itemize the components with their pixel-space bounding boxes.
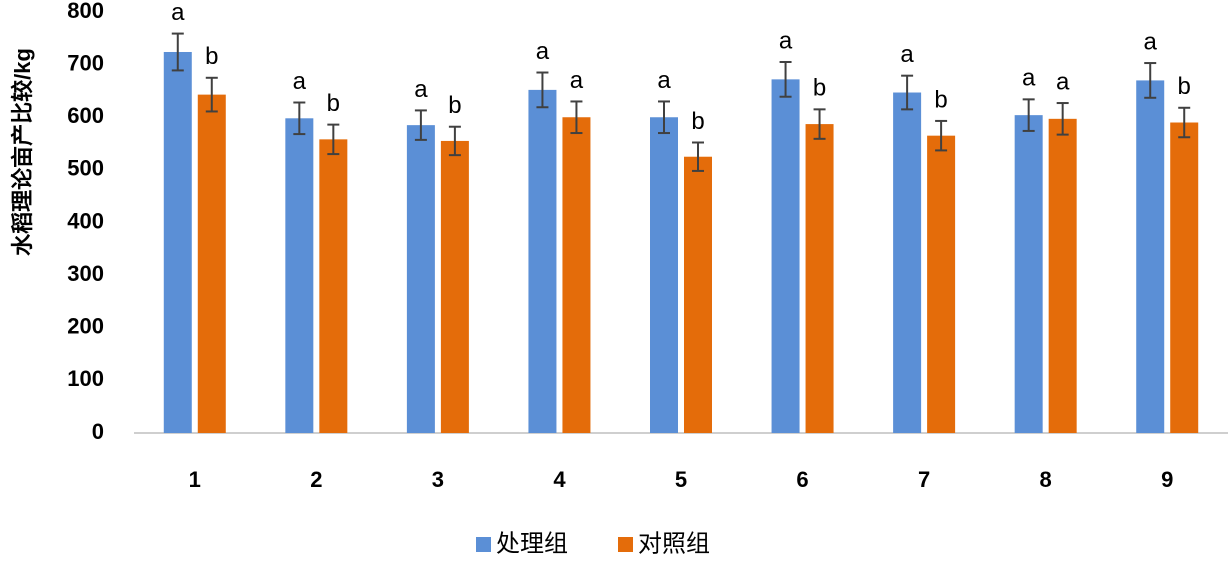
bar [684, 156, 712, 433]
error-bar [1144, 62, 1157, 99]
y-tick-label: 300 [67, 261, 104, 286]
bar [319, 139, 348, 434]
bar [1136, 80, 1165, 433]
y-tick-label: 0 [92, 419, 104, 444]
error-bar [935, 119, 948, 152]
error-bar [779, 60, 792, 98]
bar [1014, 115, 1043, 434]
significance-letter: a [779, 27, 793, 54]
bar [163, 51, 192, 434]
y-tick-label: 400 [67, 208, 104, 233]
significance-letter: a [536, 38, 550, 65]
error-bar [327, 123, 340, 156]
bar [1170, 122, 1199, 433]
significance-letter: a [414, 76, 428, 103]
legend-label: 处理组 [496, 530, 568, 557]
bar [927, 135, 956, 433]
error-bar [901, 74, 914, 111]
significance-letter: a [1056, 68, 1070, 95]
bar [805, 124, 834, 433]
bar [771, 79, 800, 434]
error-bar [1178, 106, 1191, 139]
error-bar [1056, 102, 1069, 136]
error-bar [414, 109, 427, 141]
y-tick-label: 600 [67, 103, 104, 128]
bar [650, 117, 678, 433]
x-tick-label: 7 [918, 467, 930, 492]
bar [562, 117, 591, 433]
x-tick-label: 8 [1040, 467, 1052, 492]
significance-letter: b [327, 90, 340, 117]
x-tick-label: 9 [1161, 467, 1173, 492]
legend-swatch [618, 537, 633, 552]
significance-letter: a [1022, 65, 1036, 92]
bar [1048, 118, 1077, 434]
x-tick-label: 4 [553, 467, 566, 492]
significance-letter: b [205, 43, 218, 70]
x-tick-label: 3 [432, 467, 444, 492]
error-bar [171, 32, 184, 72]
significance-letter: a [171, 0, 185, 26]
bar [528, 89, 557, 433]
error-bar [813, 108, 826, 140]
error-bar [658, 100, 670, 135]
significance-letter: a [657, 67, 671, 94]
error-bar [570, 100, 583, 135]
bar [285, 118, 314, 434]
x-tick-label: 5 [675, 467, 687, 492]
significance-letter: b [448, 92, 461, 119]
bar [406, 125, 435, 434]
bar [893, 92, 922, 434]
significance-letter: b [691, 108, 704, 135]
significance-letter: a [1144, 28, 1158, 55]
error-bar [448, 125, 461, 157]
bar [197, 94, 226, 433]
y-tick-label: 500 [67, 156, 104, 181]
legend-swatch [476, 537, 491, 552]
y-tick-label: 800 [67, 0, 104, 23]
y-tick-label: 200 [67, 314, 104, 339]
error-bar [205, 76, 218, 113]
significance-letter: b [813, 75, 826, 102]
error-bar [1022, 98, 1035, 132]
error-bar [293, 101, 306, 136]
significance-letter: b [1178, 73, 1191, 100]
significance-letter: a [570, 67, 584, 94]
y-tick-label: 700 [67, 50, 104, 75]
bar [440, 140, 469, 433]
x-tick-label: 2 [310, 467, 322, 492]
significance-letter: a [293, 68, 307, 95]
significance-letter: a [900, 41, 914, 68]
x-tick-label: 1 [189, 467, 201, 492]
legend-label: 对照组 [638, 530, 710, 557]
y-axis-title: 水稻理论亩产比较/kg [10, 48, 35, 256]
error-bar [692, 141, 704, 172]
error-bar [536, 71, 549, 109]
y-tick-label: 100 [67, 366, 104, 391]
significance-letter: b [934, 86, 947, 113]
x-tick-label: 6 [796, 467, 808, 492]
